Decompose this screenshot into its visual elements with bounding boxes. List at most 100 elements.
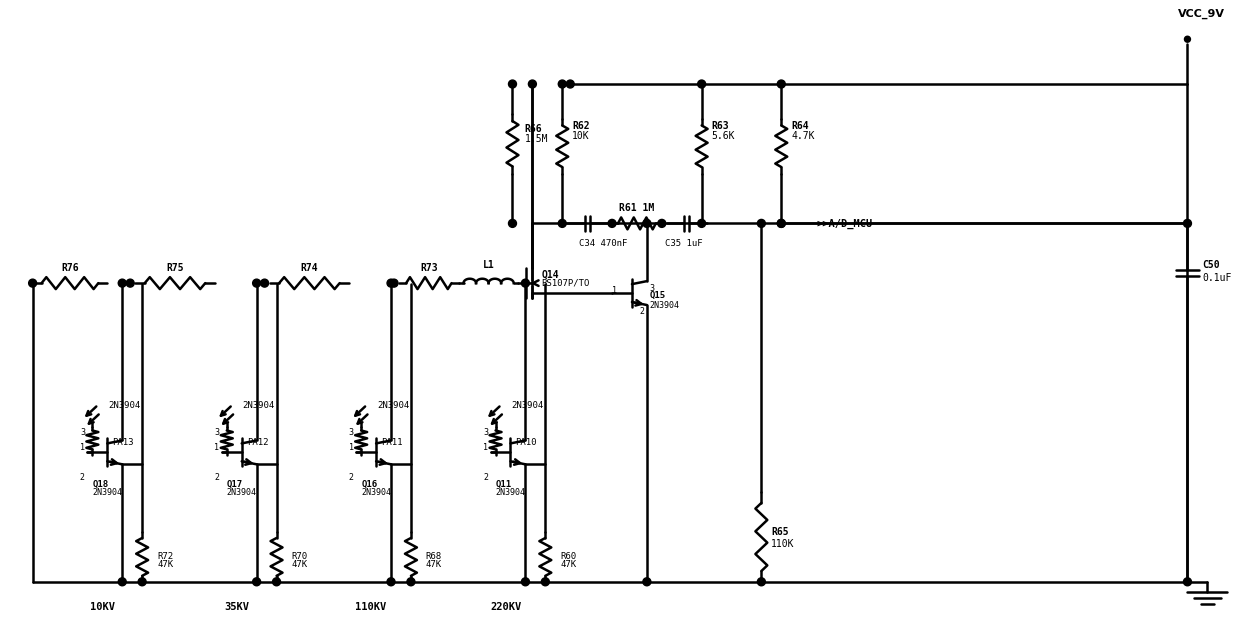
Circle shape: [1183, 219, 1192, 227]
Text: Q14: Q14: [542, 270, 559, 280]
Text: 2N3904: 2N3904: [650, 300, 680, 310]
Text: VCC_9V: VCC_9V: [1178, 9, 1225, 19]
Text: PA11: PA11: [381, 438, 403, 447]
Text: 2: 2: [215, 473, 219, 482]
Circle shape: [508, 219, 517, 227]
Circle shape: [253, 279, 260, 287]
Text: 3: 3: [215, 428, 219, 437]
Text: 2: 2: [640, 307, 645, 315]
Circle shape: [1183, 578, 1192, 586]
Circle shape: [522, 578, 529, 586]
Text: R65: R65: [771, 527, 789, 537]
Circle shape: [777, 219, 785, 227]
Text: 1: 1: [215, 443, 219, 452]
Text: 47K: 47K: [425, 560, 441, 569]
Circle shape: [698, 219, 706, 227]
Text: R63: R63: [712, 121, 729, 131]
Circle shape: [542, 578, 549, 586]
Text: R73: R73: [420, 263, 438, 273]
Text: 2N3904: 2N3904: [361, 488, 391, 497]
Circle shape: [522, 279, 529, 287]
Circle shape: [118, 578, 126, 586]
Circle shape: [698, 80, 706, 88]
Text: 1: 1: [348, 443, 353, 452]
Text: 1: 1: [484, 443, 489, 452]
Text: R75: R75: [166, 263, 184, 273]
Text: 2N3904: 2N3904: [92, 488, 123, 497]
Text: Q18: Q18: [92, 480, 108, 488]
Text: 0.1uF: 0.1uF: [1203, 273, 1231, 283]
Text: Q15: Q15: [650, 290, 666, 300]
Text: PA12: PA12: [247, 438, 268, 447]
Text: R74: R74: [300, 263, 319, 273]
Circle shape: [528, 80, 537, 88]
Text: R72: R72: [157, 553, 174, 561]
Text: 3: 3: [484, 428, 489, 437]
Circle shape: [658, 219, 666, 227]
Text: R60: R60: [560, 553, 577, 561]
Circle shape: [118, 279, 126, 287]
Text: 110KV: 110KV: [356, 602, 387, 612]
Circle shape: [407, 578, 415, 586]
Text: 2N3904: 2N3904: [377, 401, 409, 410]
Circle shape: [1184, 36, 1190, 42]
Circle shape: [138, 578, 146, 586]
Text: 3: 3: [79, 428, 84, 437]
Text: R68: R68: [425, 553, 441, 561]
Circle shape: [642, 219, 651, 227]
Text: 1.5M: 1.5M: [525, 134, 548, 144]
Text: R76: R76: [61, 263, 79, 273]
Text: 2N3904: 2N3904: [496, 488, 526, 497]
Text: 3: 3: [650, 283, 655, 293]
Text: 3: 3: [348, 428, 353, 437]
Text: 35KV: 35KV: [224, 602, 249, 612]
Circle shape: [608, 219, 616, 227]
Circle shape: [253, 578, 260, 586]
Circle shape: [387, 578, 396, 586]
Text: 220KV: 220KV: [490, 602, 521, 612]
Text: PA10: PA10: [516, 438, 537, 447]
Text: Q17: Q17: [227, 480, 243, 488]
Circle shape: [387, 279, 396, 287]
Circle shape: [758, 219, 765, 227]
Text: 47K: 47K: [157, 560, 174, 569]
Circle shape: [29, 279, 37, 287]
Circle shape: [567, 80, 574, 88]
Circle shape: [777, 80, 785, 88]
Text: Q16: Q16: [361, 480, 377, 488]
Circle shape: [508, 80, 517, 88]
Circle shape: [273, 578, 280, 586]
Text: 1: 1: [79, 443, 84, 452]
Text: 2: 2: [348, 473, 353, 482]
Text: 110K: 110K: [771, 539, 795, 549]
Circle shape: [758, 578, 765, 586]
Text: 2: 2: [79, 473, 84, 482]
Text: R62: R62: [572, 121, 590, 131]
Circle shape: [642, 578, 651, 586]
Circle shape: [558, 219, 567, 227]
Text: 47K: 47K: [560, 560, 577, 569]
Circle shape: [260, 279, 269, 287]
Text: 10KV: 10KV: [89, 602, 115, 612]
Circle shape: [126, 279, 134, 287]
Circle shape: [391, 279, 398, 287]
Text: >>A/D_MCU: >>A/D_MCU: [816, 218, 873, 229]
Text: PA13: PA13: [113, 438, 134, 447]
Text: L1: L1: [482, 260, 495, 270]
Circle shape: [558, 80, 567, 88]
Text: Q11: Q11: [496, 480, 512, 488]
Text: 10K: 10K: [572, 131, 590, 141]
Text: C35 1uF: C35 1uF: [665, 239, 703, 248]
Text: R61 1M: R61 1M: [619, 204, 655, 214]
Circle shape: [777, 219, 785, 227]
Text: R64: R64: [791, 121, 808, 131]
Text: 2: 2: [484, 473, 489, 482]
Text: R66: R66: [525, 124, 542, 134]
Text: R70: R70: [291, 553, 308, 561]
Text: 47K: 47K: [291, 560, 308, 569]
Text: 1: 1: [611, 285, 616, 295]
Text: 5.6K: 5.6K: [712, 131, 735, 141]
Text: 2N3904: 2N3904: [511, 401, 543, 410]
Text: C50: C50: [1203, 260, 1220, 270]
Text: C34 470nF: C34 470nF: [579, 239, 627, 248]
